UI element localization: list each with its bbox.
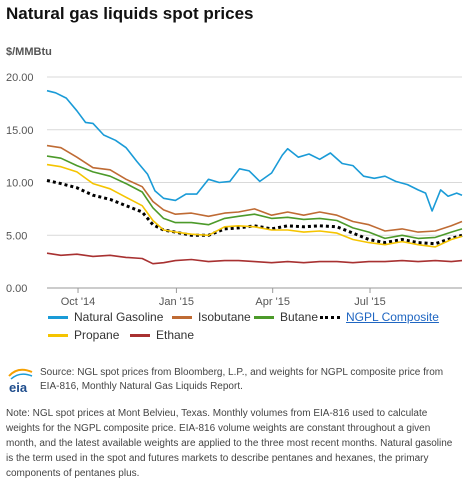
y-tick-label: 10.00	[6, 178, 34, 190]
line-chart: 0.00 5.00 10.00 15.00 20.00 Oct '14 Jan '15 Apr…	[6, 72, 463, 308]
y-tick-label: 15.00	[6, 125, 34, 137]
legend-label-butane: Butane	[280, 310, 319, 324]
chart-title: Natural gas liquids spot prices	[6, 4, 254, 23]
series-line-ethane	[46, 252, 463, 265]
legend-label-ethane: Ethane	[156, 328, 195, 342]
legend-label-propane: Propane	[74, 328, 120, 342]
legend-swatch-propane	[48, 333, 68, 337]
y-tick-label: 0.00	[6, 283, 27, 295]
eia-logo: eia	[8, 368, 33, 395]
legend-item-isobutane[interactable]: Isobutane	[172, 310, 251, 324]
series-line-isobutane	[46, 144, 463, 233]
ngpl-composite-link[interactable]: NGPL Composite	[346, 310, 439, 324]
x-tick-label: Jan '15	[159, 296, 194, 308]
source-note: Source: NGL spot prices from Bloomberg, …	[40, 367, 444, 392]
legend-item-ethane[interactable]: Ethane	[130, 328, 194, 342]
legend-swatch-ngpl-composite	[320, 315, 340, 319]
legend-swatch-isobutane	[172, 315, 192, 319]
series-line-ngpl-composite	[46, 178, 463, 246]
legend-swatch-ethane	[130, 333, 150, 337]
y-axis-unit-label: $/MMBtu	[6, 46, 52, 58]
legend-label-isobutane: Isobutane	[198, 310, 251, 324]
legend-item-propane[interactable]: Propane	[48, 328, 119, 342]
legend-item-butane[interactable]: Butane	[254, 310, 318, 324]
legend-swatch-natural-gasoline	[48, 315, 68, 319]
series-line-natural-gasoline	[46, 89, 463, 212]
chart-note: Note: NGL spot prices at Mont Belvieu, T…	[6, 408, 453, 479]
series-line-propane	[46, 163, 463, 248]
legend-item-natural-gasoline[interactable]: Natural Gasoline	[48, 310, 163, 324]
x-tick-label: Jul '15	[354, 296, 385, 308]
y-tick-label: 20.00	[6, 72, 34, 84]
series-line-butane	[46, 155, 463, 240]
y-tick-label: 5.00	[6, 230, 27, 242]
x-tick-label: Apr '15	[255, 296, 290, 308]
legend-swatch-butane	[254, 315, 274, 319]
x-tick-label: Oct '14	[61, 296, 96, 308]
legend-item-ngpl-composite[interactable]: NGPL Composite	[320, 310, 439, 324]
legend-label-natural-gasoline: Natural Gasoline	[74, 310, 164, 324]
eia-logo-text: eia	[9, 380, 28, 395]
